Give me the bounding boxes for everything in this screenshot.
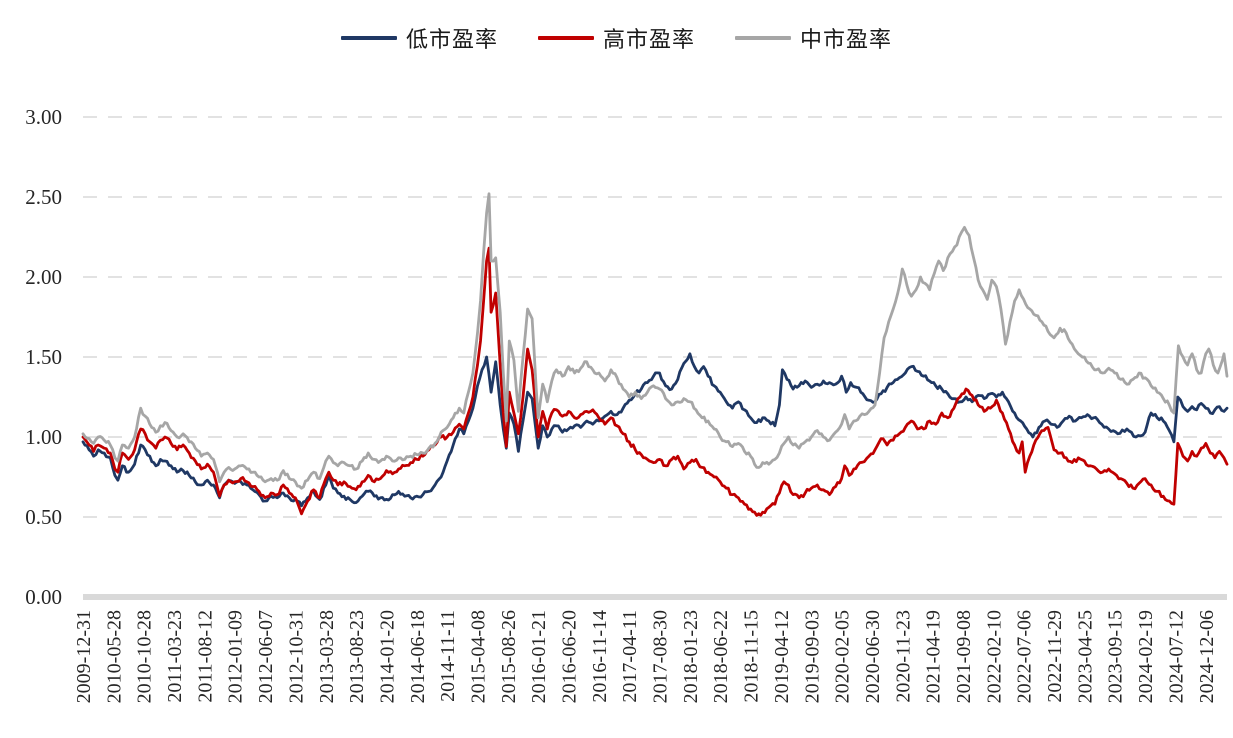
legend-line-swatch (735, 36, 791, 40)
x-tick-label: 2010-10-28 (134, 610, 156, 703)
x-tick-label: 2014-01-20 (376, 610, 398, 703)
x-tick-label: 2009-12-31 (73, 610, 95, 703)
legend-label: 高市盈率 (602, 27, 695, 52)
x-tick-label: 2016-11-14 (589, 610, 611, 703)
x-tick-label: 2017-04-11 (619, 610, 641, 703)
x-tick-label: 2014-11-11 (437, 610, 459, 702)
x-tick-label: 2011-03-23 (164, 610, 186, 703)
x-tick-label: 2012-10-31 (285, 610, 307, 703)
x-tick-label: 2021-04-19 (923, 610, 945, 703)
y-tick-label: 0.50 (25, 505, 62, 529)
x-tick-label: 2012-06-07 (255, 610, 277, 703)
y-tick-label: 2.50 (25, 185, 62, 209)
x-tick-label: 2023-04-25 (1074, 610, 1096, 703)
x-tick-label: 2021-09-08 (953, 610, 975, 703)
y-tick-label: 2.00 (25, 265, 62, 289)
x-tick-label: 2015-04-08 (467, 610, 489, 703)
x-tick-label: 2018-01-23 (680, 610, 702, 703)
x-tick-label: 2018-11-15 (741, 610, 763, 703)
x-tick-label: 2023-09-15 (1105, 610, 1127, 703)
x-tick-label: 2020-11-23 (892, 610, 914, 703)
chart-legend: 低市盈率 高市盈率 中市盈率 (0, 22, 1233, 54)
x-tick-label: 2014-06-18 (407, 610, 429, 703)
x-tick-label: 2019-09-03 (801, 610, 823, 703)
legend-line-swatch (340, 36, 397, 40)
x-tick-label: 2019-04-12 (771, 610, 793, 703)
x-tick-label: 2024-07-12 (1165, 610, 1187, 703)
x-tick-label: 2013-03-28 (316, 610, 338, 703)
x-tick-label: 2022-11-29 (1044, 610, 1066, 703)
series-line-0 (81, 352, 1229, 508)
x-tick-label: 2020-02-05 (832, 610, 854, 703)
x-tick-label: 2020-06-30 (862, 610, 884, 703)
x-tick-label: 2016-01-21 (528, 610, 550, 703)
x-tick-label: 2016-06-20 (559, 610, 581, 703)
x-tick-label: 2024-02-19 (1135, 610, 1157, 703)
series-line-2 (81, 192, 1229, 490)
legend-item-0[interactable]: 低市盈率 (340, 22, 498, 54)
legend-item-2[interactable]: 中市盈率 (735, 22, 892, 54)
x-tick-label: 2017-08-30 (650, 610, 672, 703)
x-tick-label: 2013-08-23 (346, 610, 368, 703)
y-tick-label: 1.50 (25, 345, 62, 369)
x-tick-label: 2015-08-26 (498, 610, 520, 703)
y-tick-label: 1.00 (25, 425, 62, 449)
legend-line-swatch (537, 36, 594, 40)
x-tick-label: 2012-01-09 (225, 610, 247, 703)
x-tick-label: 2022-07-06 (1014, 610, 1036, 703)
series-line-1 (81, 246, 1229, 517)
x-tick-label: 2011-08-12 (194, 610, 216, 703)
x-tick-label: 2018-06-22 (710, 610, 732, 703)
legend-item-1[interactable]: 高市盈率 (537, 22, 695, 54)
x-tick-label: 2024-12-06 (1196, 610, 1218, 703)
legend-label: 低市盈率 (405, 27, 498, 52)
y-tick-label: 3.00 (25, 105, 62, 129)
x-tick-label: 2010-05-28 (103, 610, 125, 703)
legend-label: 中市盈率 (800, 27, 893, 52)
x-tick-label: 2022-02-10 (983, 610, 1005, 703)
y-tick-label: 0.00 (25, 585, 62, 609)
